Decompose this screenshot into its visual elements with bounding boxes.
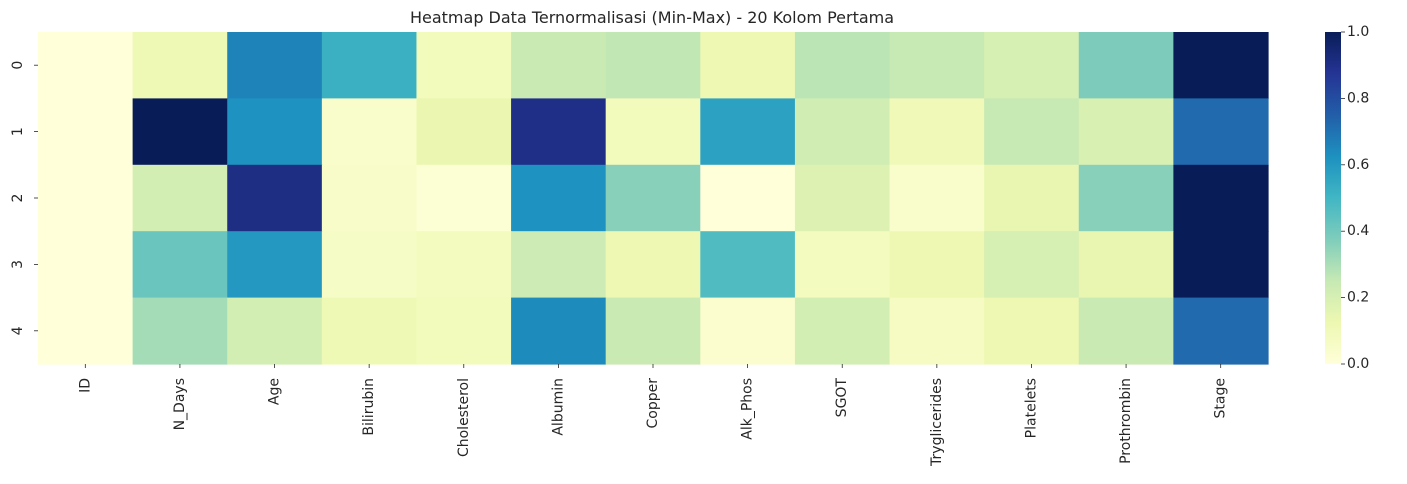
heatmap-cell-r1-albumin [511,98,607,166]
heatmap-cell-r0-id [38,32,134,99]
x-tick-label: Bilirubin [361,378,377,436]
heatmap-cell-r1-alk_phos [700,98,796,166]
heatmap-cell-r2-sgot [794,164,891,232]
heatmap-cell-r3-copper [605,231,701,299]
heatmap-cell-r4-copper [605,297,701,365]
y-tick-label: 2 [10,194,26,203]
chart-title: Heatmap Data Ternormalisasi (Min-Max) - … [410,8,894,27]
x-tick-label: SGOT [834,378,850,418]
colorbar-tick-label: 0.4 [1347,223,1369,239]
heatmap-cell-r3-sgot [794,231,891,299]
x-tick-label: Alk_Phos [740,378,756,440]
colorbar-tick-label: 0.0 [1347,356,1369,372]
heatmap-cell-r2-alk_phos [700,164,796,232]
heatmap-cell-r1-copper [605,98,701,166]
heatmap-cell-r0-age [227,32,323,99]
heatmap-cell-r3-id [38,231,134,299]
heatmap-cell-r2-bilirubin [321,164,418,232]
heatmap-cell-r0-albumin [511,32,607,99]
heatmap-cell-r3-albumin [511,231,607,299]
heatmap-cell-r0-tryglicerides [889,32,985,99]
y-tick-label: 4 [10,326,26,335]
heatmap-cell-r0-cholesterol [416,32,512,99]
x-tick-label: Age [267,378,283,405]
heatmap-cell-r4-id [38,297,134,365]
heatmap-cell-r4-prothrombin [1078,297,1174,365]
x-tick-label: N_Days [172,378,188,430]
heatmap-cell-r4-platelets [984,297,1080,365]
y-axis-ticks: 0 1 2 3 4 [10,61,38,335]
heatmap-cell-r4-stage [1173,297,1269,365]
x-tick-label: Tryglicerides [929,378,945,467]
heatmap-cell-r4-bilirubin [321,297,418,365]
colorbar-gradient [1325,32,1341,364]
colorbar-tick-label: 0.6 [1347,157,1369,173]
heatmap-cell-r1-bilirubin [321,98,418,166]
heatmap-cell-r1-stage [1173,98,1269,166]
heatmap-cell-r4-alk_phos [700,297,796,365]
y-tick-label: 3 [10,260,26,269]
colorbar-tick-label: 0.2 [1347,290,1369,306]
heatmap-cell-r3-platelets [984,231,1080,299]
heatmap-cell-r1-platelets [984,98,1080,166]
heatmap-cell-r4-sgot [794,297,891,365]
heatmap-cell-r2-platelets [984,164,1080,232]
heatmap-cell-r0-stage [1173,32,1269,99]
heatmap-cell-r3-prothrombin [1078,231,1174,299]
x-tick-label: ID [77,378,93,393]
y-tick-label: 0 [10,61,26,70]
heatmap-cell-r0-alk_phos [700,32,796,99]
heatmap-cell-r3-tryglicerides [889,231,985,299]
heatmap-cell-r2-age [227,164,323,232]
colorbar: 0.0 0.2 0.4 0.6 0.8 1.0 [1325,24,1369,372]
y-tick-label: 1 [10,127,26,136]
heatmap-cell-r0-copper [605,32,701,99]
heatmap-cell-r1-age [227,98,323,166]
x-tick-label: Cholesterol [456,378,472,457]
heatmap-cell-r0-bilirubin [321,32,418,99]
x-tick-label: Prothrombin [1118,378,1134,464]
heatmap-cell-r3-cholesterol [416,231,512,299]
heatmap-cell-r1-prothrombin [1078,98,1174,166]
heatmap-cell-r3-age [227,231,323,299]
heatmap-cell-r2-copper [605,164,701,232]
heatmap-cell-r4-n_days [132,297,228,365]
x-tick-label: Albumin [550,378,566,436]
heatmap-cells [38,32,1269,365]
heatmap-cell-r1-cholesterol [416,98,512,166]
heatmap-cell-r1-n_days [132,98,228,166]
heatmap-cell-r2-id [38,164,134,232]
heatmap-cell-r0-prothrombin [1078,32,1174,99]
colorbar-tick-label: 1.0 [1347,24,1369,40]
heatmap-cell-r2-tryglicerides [889,164,985,232]
heatmap-cell-r2-cholesterol [416,164,512,232]
heatmap-cell-r0-sgot [794,32,891,99]
heatmap-cell-r3-stage [1173,231,1269,299]
heatmap-cell-r3-alk_phos [700,231,796,299]
x-tick-label: Platelets [1023,378,1039,438]
heatmap-cell-r4-tryglicerides [889,297,985,365]
x-tick-label: Stage [1213,378,1229,418]
heatmap-cell-r2-albumin [511,164,607,232]
heatmap-cell-r4-albumin [511,297,607,365]
heatmap-cell-r0-platelets [984,32,1080,99]
x-axis-ticks: ID N_Days Age Bilirubin Cholesterol Albumin Co… [77,364,1229,467]
heatmap-cell-r3-bilirubin [321,231,418,299]
heatmap-cell-r1-id [38,98,134,166]
heatmap-cell-r2-prothrombin [1078,164,1174,232]
heatmap-cell-r1-tryglicerides [889,98,985,166]
colorbar-ticks: 0.0 0.2 0.4 0.6 0.8 1.0 [1341,24,1369,372]
heatmap-cell-r4-cholesterol [416,297,512,365]
heatmap-cell-r2-stage [1173,164,1269,232]
x-tick-label: Copper [645,378,661,429]
heatmap-cell-r2-n_days [132,164,228,232]
colorbar-tick-label: 0.8 [1347,90,1369,106]
heatmap-cell-r3-n_days [132,231,228,299]
heatmap-cell-r0-n_days [132,32,228,99]
heatmap-cell-r4-age [227,297,323,365]
heatmap-cell-r1-sgot [794,98,891,166]
